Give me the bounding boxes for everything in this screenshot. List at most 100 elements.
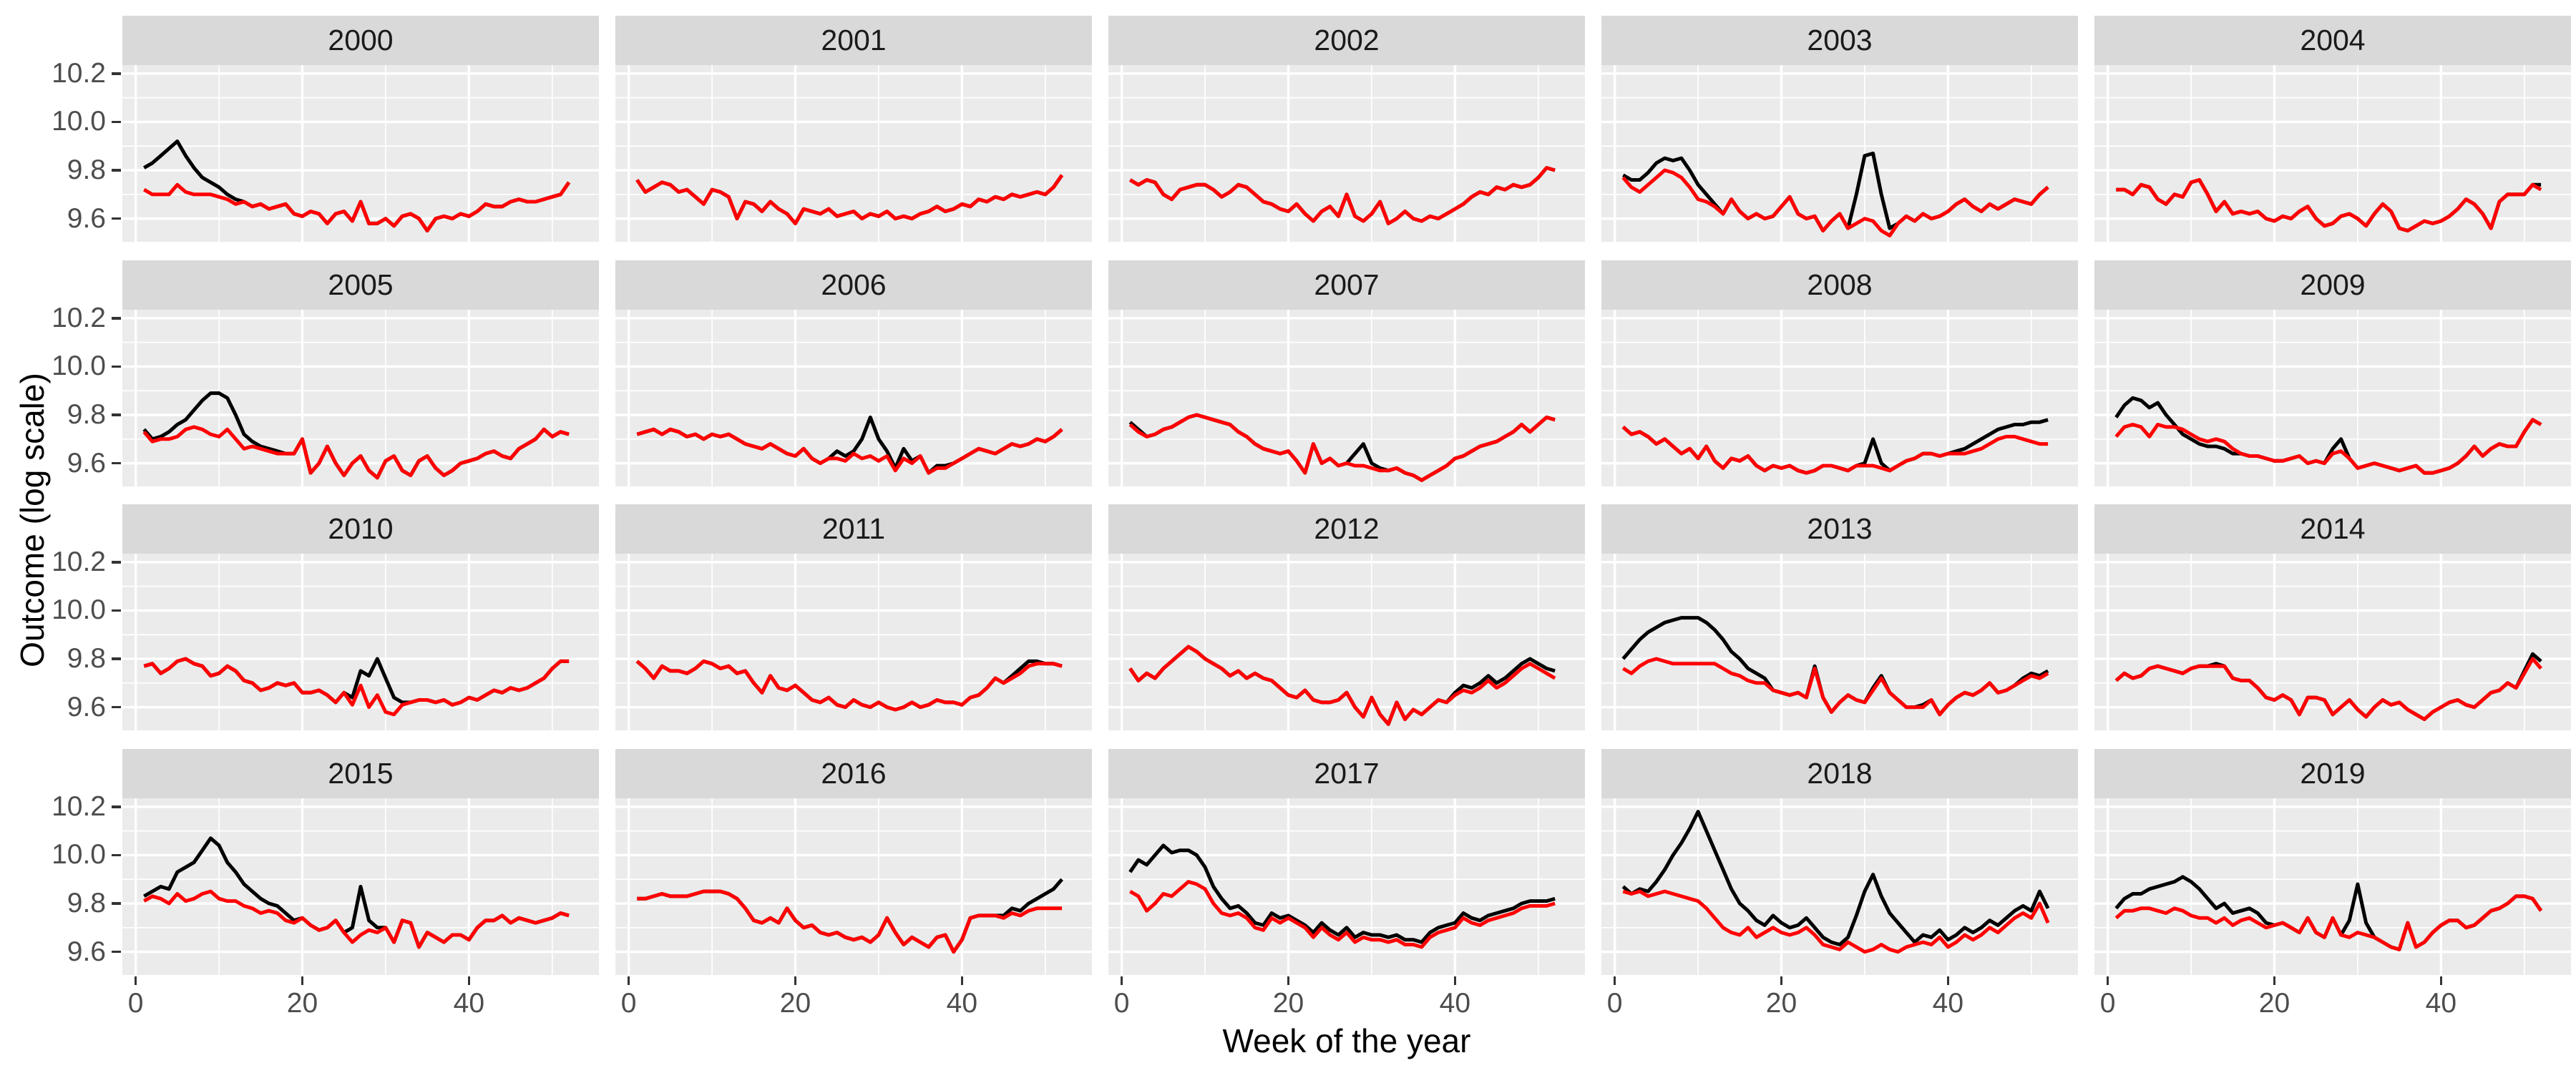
- y-tick-label: 10.0: [52, 106, 106, 137]
- expected-line: [142, 425, 570, 480]
- y-tick-label: 10.2: [52, 57, 106, 89]
- facet-strip: 2019: [2094, 749, 2571, 798]
- y-tick-label: 10.0: [52, 594, 106, 626]
- facet-panel: [1108, 798, 1585, 975]
- facet-strip-label: 2008: [1807, 268, 1873, 301]
- facet-strip-label: 2018: [1807, 757, 1873, 790]
- facet-panel: [2094, 65, 2571, 242]
- facet-strip: 2012: [1108, 504, 1585, 554]
- x-tick-label: 0: [620, 988, 637, 1019]
- y-tick-mark: [112, 120, 121, 124]
- y-tick-mark: [112, 561, 121, 564]
- expected-line: [1621, 426, 2049, 475]
- facet-panel: [1601, 65, 2078, 242]
- facet-2009: 2009: [2094, 260, 2571, 486]
- x-tick-mark: [2439, 976, 2443, 985]
- facet-strip-label: 2001: [821, 24, 887, 57]
- y-tick-label: 9.6: [67, 447, 106, 479]
- facet-strip: 2007: [1108, 260, 1585, 310]
- expected-line: [1621, 168, 2049, 237]
- facet-2013: 2013: [1601, 504, 2078, 730]
- observed-line: [1128, 843, 1556, 944]
- expected-line: [1622, 889, 2050, 954]
- expected-line: [1622, 657, 2049, 717]
- facet-panel: [615, 798, 1092, 975]
- facet-2014: 2014: [2094, 504, 2571, 730]
- facet-strip: 2009: [2094, 260, 2571, 310]
- facet-strip-label: 2016: [821, 757, 887, 790]
- facet-panel: [615, 310, 1092, 486]
- y-tick-label: 9.6: [67, 936, 106, 967]
- y-tick-mark: [112, 461, 121, 465]
- x-tick-mark: [467, 976, 471, 985]
- y-tick-label: 9.8: [67, 888, 106, 919]
- x-tick-mark: [301, 976, 304, 985]
- facet-panel: [2094, 798, 2571, 975]
- x-tick-label: 40: [946, 988, 978, 1019]
- expected-line: [2114, 418, 2542, 475]
- facet-2018: 2018: [1601, 749, 2078, 975]
- facet-strip: 2018: [1601, 749, 2078, 798]
- facet-2016: 2016: [615, 749, 1092, 975]
- facet-panel: [615, 554, 1092, 730]
- expected-line: [2114, 657, 2542, 721]
- facet-panel: [1601, 554, 2078, 730]
- facet-2002: 2002: [1108, 16, 1585, 242]
- observed-line: [1621, 810, 2050, 946]
- facet-strip-label: 2017: [1314, 757, 1380, 790]
- x-tick-label: 20: [1765, 988, 1797, 1019]
- y-tick-label: 9.8: [67, 643, 106, 675]
- x-tick-mark: [1946, 976, 1950, 985]
- x-tick-mark: [1453, 976, 1457, 985]
- facet-strip-label: 2009: [2300, 268, 2366, 301]
- facet-panel: [1601, 798, 2078, 975]
- y-tick-mark: [112, 72, 121, 75]
- facet-strip: 2017: [1108, 749, 1585, 798]
- facet-2006: 2006: [615, 260, 1092, 486]
- facet-strip-label: 2015: [328, 757, 394, 790]
- y-tick-label: 10.0: [52, 351, 106, 382]
- facet-strip: 2003: [1601, 16, 2078, 65]
- facet-strip: 2004: [2094, 16, 2571, 65]
- facet-strip-label: 2005: [328, 268, 394, 301]
- facet-strip: 2011: [615, 504, 1092, 554]
- x-tick-mark: [1780, 976, 1783, 985]
- y-tick-mark: [112, 853, 121, 857]
- x-tick-label: 0: [127, 988, 144, 1019]
- facet-2012: 2012: [1108, 504, 1585, 730]
- facet-2008: 2008: [1601, 260, 2078, 486]
- expected-line: [1129, 166, 1556, 225]
- y-tick-label: 10.2: [52, 790, 106, 822]
- facet-strip-label: 2010: [328, 512, 394, 545]
- facet-2000: 2000: [122, 16, 599, 242]
- facet-strip: 2008: [1601, 260, 2078, 310]
- x-axis-title: Week of the year: [1222, 1022, 1471, 1059]
- facet-strip-label: 2012: [1314, 512, 1380, 545]
- facet-panel: [122, 310, 599, 486]
- facet-2015: 2015: [122, 749, 599, 975]
- facet-strip: 2000: [122, 16, 599, 65]
- expected-line: [2116, 178, 2542, 232]
- x-tick-label: 20: [2258, 988, 2290, 1019]
- expected-line: [143, 181, 571, 232]
- x-tick-mark: [627, 976, 630, 985]
- y-tick-mark: [112, 413, 121, 416]
- y-tick-mark: [112, 609, 121, 612]
- facet-panel: [1108, 554, 1585, 730]
- facet-strip: 2002: [1108, 16, 1585, 65]
- x-tick-label: 40: [453, 988, 485, 1019]
- y-tick-mark: [112, 657, 121, 660]
- facet-2005: 2005: [122, 260, 599, 486]
- facet-strip: 2013: [1601, 504, 2078, 554]
- facet-panel: [122, 554, 599, 730]
- facet-panel: [122, 798, 599, 975]
- facet-strip-label: 2004: [2300, 24, 2366, 57]
- x-tick-mark: [960, 976, 964, 985]
- y-tick-mark: [112, 317, 121, 320]
- facet-strip-label: 2013: [1807, 512, 1873, 545]
- y-tick-label: 9.8: [67, 399, 106, 431]
- x-tick-mark: [2106, 976, 2109, 985]
- x-tick-label: 0: [1606, 988, 1623, 1019]
- expected-line: [143, 889, 570, 949]
